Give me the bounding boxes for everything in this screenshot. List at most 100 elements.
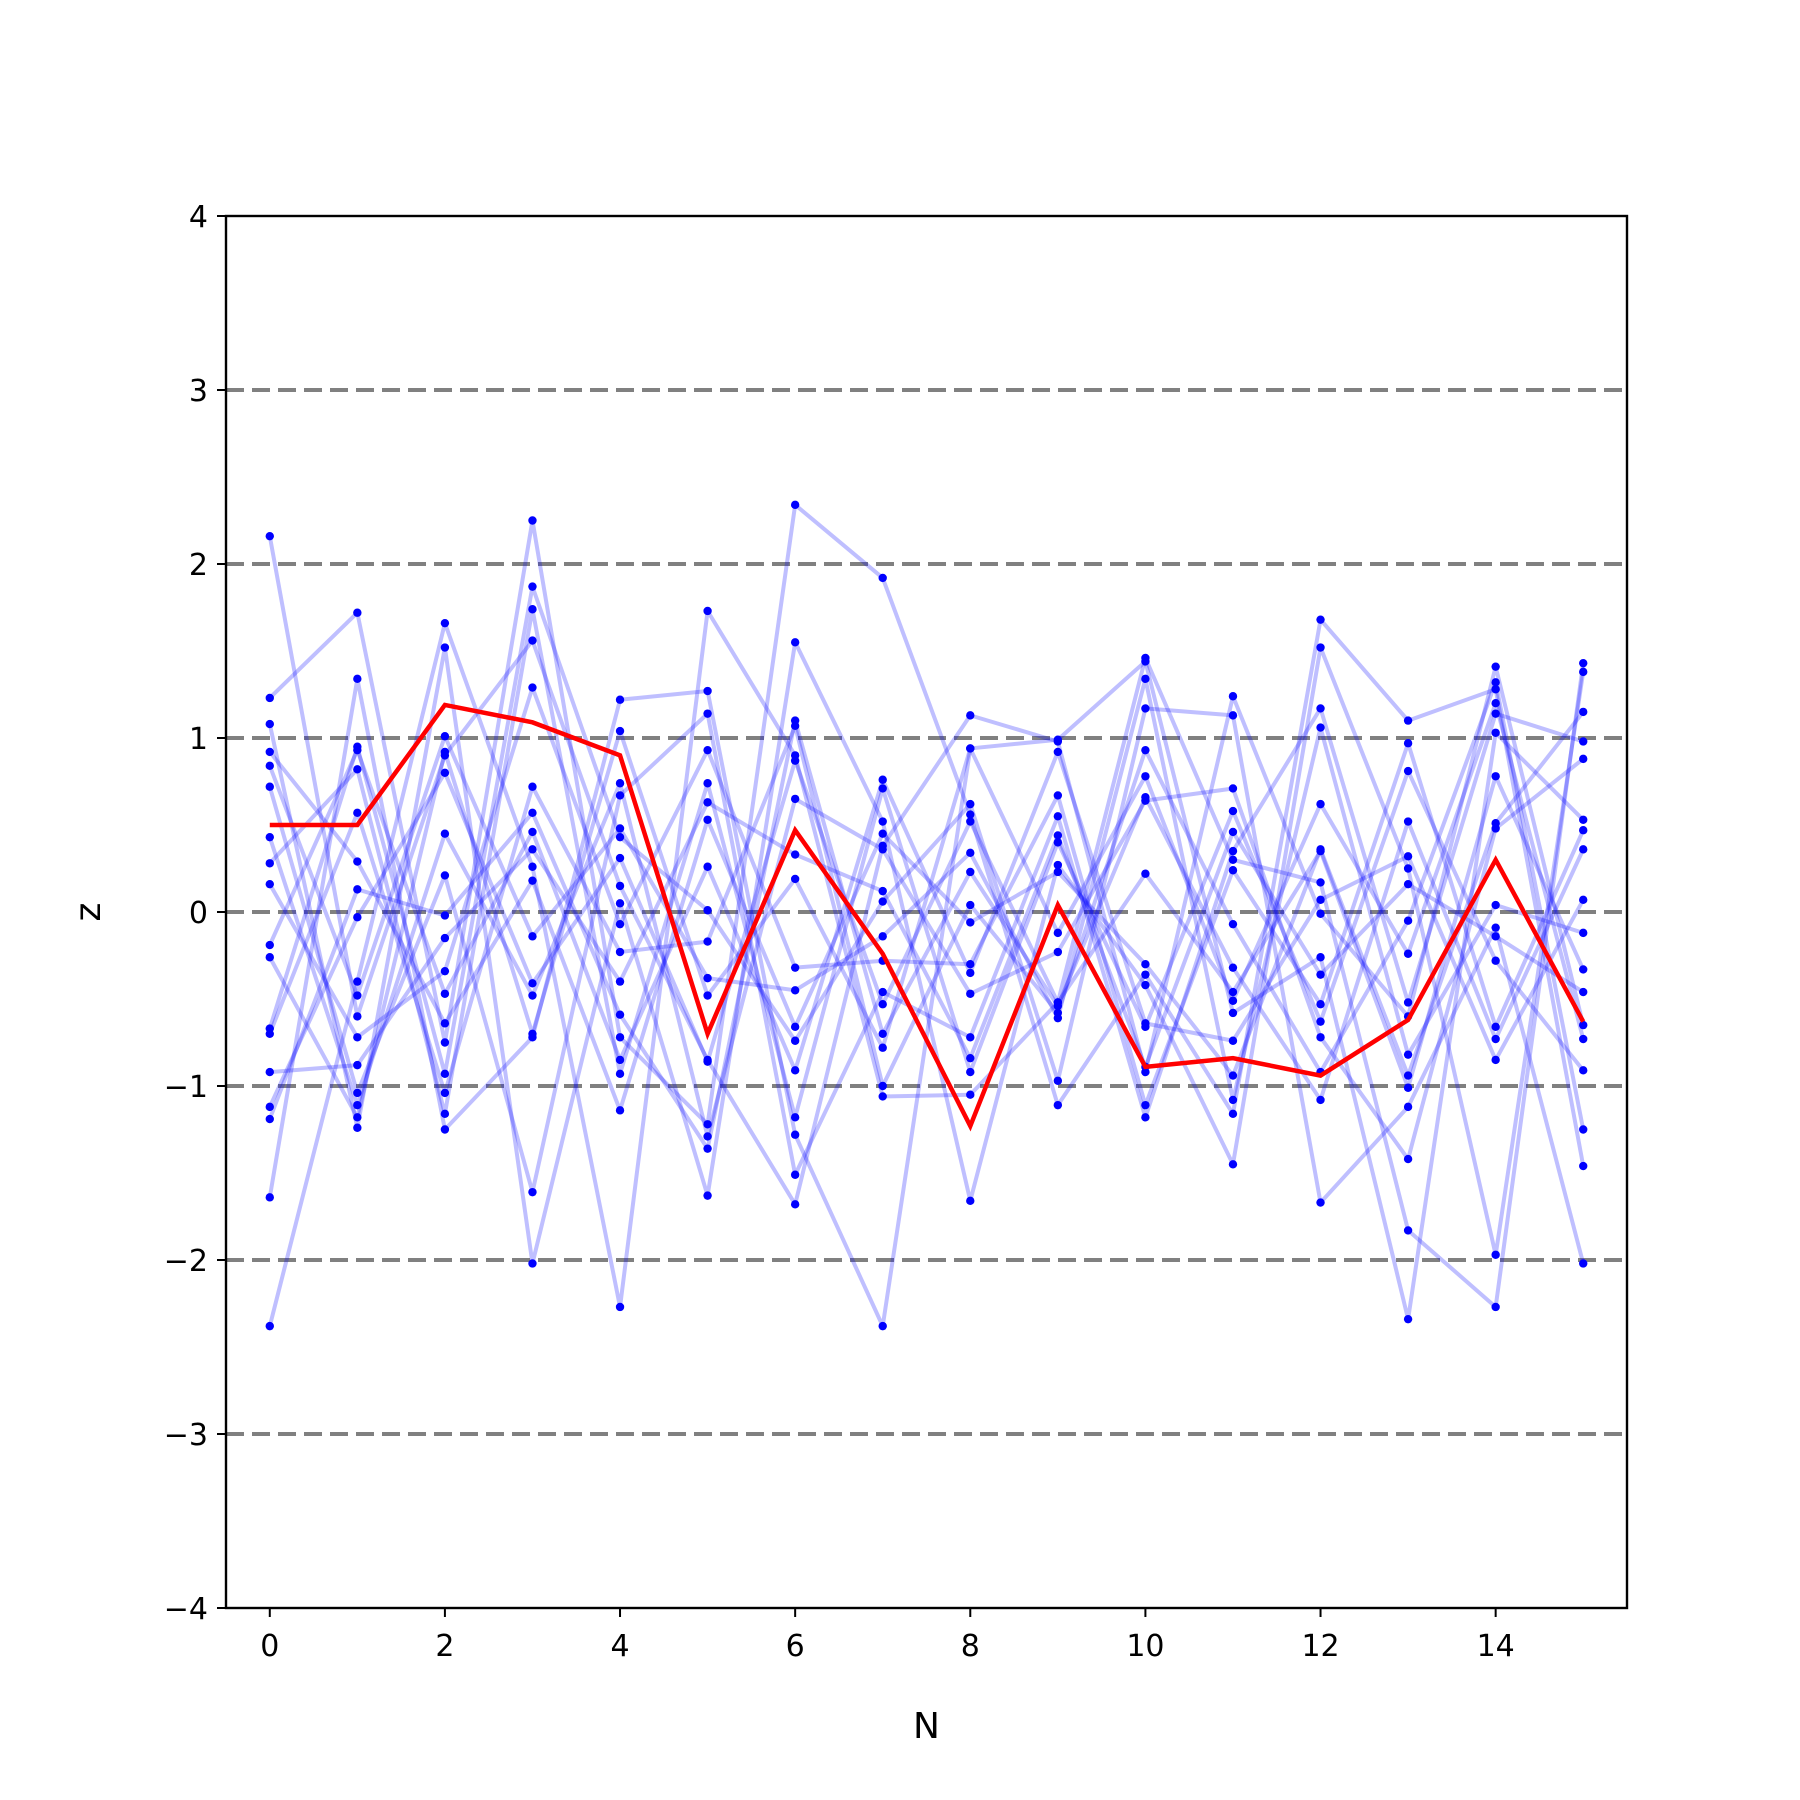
data-point — [1053, 867, 1063, 877]
data-point — [1141, 869, 1150, 878]
series-line — [268, 710, 1585, 1113]
data-point — [615, 779, 625, 788]
data-point — [353, 1123, 362, 1132]
data-point — [1316, 953, 1325, 962]
data-point — [790, 1170, 800, 1179]
data-point — [1053, 747, 1063, 757]
data-point — [703, 937, 712, 946]
y-tick-label: 3 — [189, 374, 208, 409]
data-point — [966, 960, 975, 969]
data-point — [1403, 1226, 1413, 1235]
data-point — [703, 973, 712, 983]
data-point — [1579, 1066, 1588, 1075]
x-tick-label: 10 — [1126, 1629, 1164, 1664]
y-tick-label: 0 — [189, 896, 208, 931]
data-point — [1579, 987, 1588, 997]
data-point — [265, 693, 274, 703]
data-point — [703, 709, 712, 718]
data-point — [353, 1012, 362, 1021]
data-point — [1403, 1154, 1413, 1164]
data-point — [1141, 960, 1150, 969]
data-point — [1228, 987, 1238, 997]
data-point — [703, 1120, 712, 1129]
data-point — [1053, 947, 1063, 957]
data-point — [966, 918, 975, 927]
series-layer — [265, 500, 1588, 1331]
data-point — [615, 881, 625, 891]
data-point — [1403, 916, 1413, 925]
data-point — [440, 911, 450, 920]
y-tick-label: 4 — [189, 200, 208, 235]
data-point — [440, 747, 450, 757]
data-point — [966, 968, 975, 978]
data-point — [1403, 1083, 1413, 1092]
data-point — [966, 900, 975, 910]
data-point — [878, 573, 887, 583]
data-point — [615, 1010, 625, 1019]
data-point — [528, 862, 537, 871]
data-point — [265, 1067, 274, 1077]
data-point — [265, 1029, 274, 1039]
data-point — [528, 979, 537, 988]
data-point — [440, 1038, 450, 1047]
series-line — [267, 706, 1584, 1195]
data-point — [790, 1036, 800, 1045]
data-point — [1053, 860, 1063, 870]
data-point — [1316, 909, 1325, 918]
data-point — [1579, 1125, 1588, 1134]
y-tick-label: −3 — [164, 1418, 208, 1453]
data-point — [440, 933, 450, 943]
data-point — [1316, 846, 1325, 856]
highlight-series-line — [269, 702, 1586, 1132]
data-point — [1491, 709, 1500, 718]
data-point — [966, 744, 975, 753]
series-line — [267, 584, 1586, 1264]
data-point — [265, 953, 274, 962]
data-point — [878, 932, 887, 941]
data-point — [353, 1100, 362, 1110]
data-point — [878, 1081, 887, 1091]
data-point — [1491, 923, 1500, 932]
data-point — [878, 886, 887, 896]
data-point — [1403, 766, 1413, 776]
data-point — [265, 782, 274, 791]
y-axis-label: z — [68, 903, 109, 922]
data-point — [703, 1057, 712, 1066]
data-point — [966, 867, 975, 877]
data-point — [1053, 998, 1063, 1007]
x-tick-label: 8 — [961, 1629, 980, 1664]
x-axis-ticks: 0 2 4 6 8 10 12 14 — [260, 1608, 1515, 1664]
data-point — [966, 1090, 975, 1099]
data-point — [1053, 812, 1063, 821]
data-point — [1579, 845, 1588, 854]
x-tick-label: 14 — [1477, 1629, 1515, 1664]
data-point — [265, 719, 274, 729]
data-point — [265, 1321, 274, 1331]
data-point — [1228, 827, 1238, 837]
data-point — [790, 1113, 800, 1122]
data-point — [878, 775, 887, 784]
data-point — [1403, 949, 1413, 958]
data-point — [1053, 838, 1063, 847]
data-point — [353, 991, 362, 1000]
data-point — [1316, 895, 1325, 905]
data-point — [440, 643, 450, 652]
series-line — [267, 640, 1586, 1266]
data-point — [1491, 772, 1500, 781]
data-point — [790, 850, 800, 859]
data-point — [265, 1193, 274, 1202]
data-point — [1141, 657, 1150, 666]
data-point — [1491, 900, 1500, 910]
data-point — [966, 817, 975, 826]
data-point — [440, 871, 450, 880]
series-line — [267, 757, 1585, 1162]
data-point — [1053, 1100, 1063, 1110]
data-point — [703, 815, 712, 824]
data-point — [353, 808, 362, 818]
data-point — [440, 989, 450, 998]
data-point — [703, 1191, 712, 1200]
data-point — [790, 986, 800, 995]
data-point — [353, 885, 362, 894]
data-point — [440, 829, 450, 838]
